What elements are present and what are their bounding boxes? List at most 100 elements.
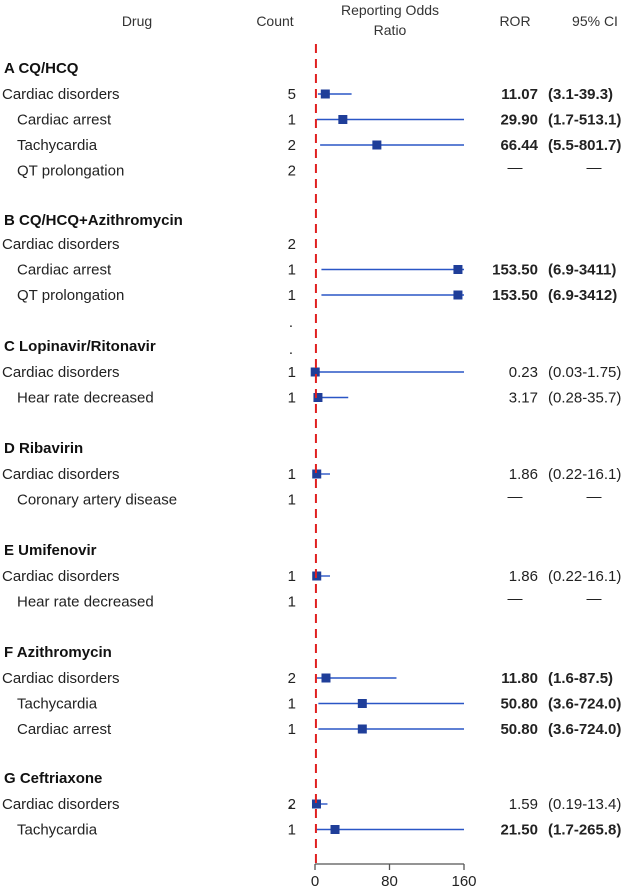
row-label: Cardiac arrest — [17, 262, 112, 279]
row-label: Coronary artery disease — [17, 492, 177, 509]
estimate-marker — [357, 724, 367, 734]
row-ci: (1.6-87.5) — [548, 670, 613, 687]
group-title: G Ceftriaxone — [4, 770, 102, 787]
x-tick-label: 0 — [311, 873, 319, 890]
rows-layer: A CQ/HCQ Cardiac disorders 5 11.07 (3.1-39.3… — [2, 60, 621, 839]
row-ci: — — [587, 489, 602, 506]
group-title: A CQ/HCQ — [4, 60, 79, 77]
header-drug: Drug — [122, 13, 152, 29]
row-label: Cardiac disorders — [2, 364, 120, 381]
row-label: Cardiac disorders — [2, 466, 120, 483]
row-count: 1 — [288, 721, 296, 738]
row-ror: 11.07 — [501, 86, 538, 103]
group-title: F Azithromycin — [4, 644, 112, 661]
row-count: 5 — [288, 86, 296, 103]
row-ror: 3.17 — [509, 390, 538, 407]
x-axis-ticks: 0 80 160 — [311, 864, 477, 890]
row-label: Cardiac arrest — [17, 112, 112, 129]
row-ror: — — [508, 160, 523, 177]
estimate-marker — [453, 265, 463, 274]
row-label: Cardiac disorders — [2, 670, 120, 687]
row-count: 1 — [288, 696, 296, 713]
stray-mark: . — [289, 341, 293, 358]
row-ci: (5.5-801.7) — [548, 137, 621, 154]
row-ror: 0.23 — [509, 364, 538, 381]
row-ci: (3.6-724.0) — [548, 696, 621, 713]
group-title: C Lopinavir/Ritonavir — [4, 338, 156, 355]
estimate-marker — [320, 89, 330, 99]
row-count: 1 — [288, 364, 296, 381]
row-count: 1 — [288, 568, 296, 585]
row-ror: 1.59 — [509, 796, 538, 813]
row-ci: (3.1-39.3) — [548, 86, 613, 103]
estimate-marker — [321, 673, 331, 683]
row-ci: — — [587, 160, 602, 177]
row-ror: — — [508, 591, 523, 608]
group-title: B CQ/HCQ+Azithromycin — [4, 212, 183, 229]
header-plot-line1: Reporting Odds — [341, 2, 439, 18]
x-tick-label: 80 — [381, 873, 398, 890]
row-label: Cardiac disorders — [2, 86, 120, 103]
header-ci: 95% CI — [572, 13, 618, 29]
row-count: 1 — [288, 594, 296, 611]
row-label: Cardiac disorders — [2, 796, 120, 813]
row-ci: (0.22-16.1) — [548, 466, 621, 483]
estimate-marker — [330, 825, 340, 834]
row-ror: 50.80 — [500, 696, 538, 713]
row-ci: (6.9-3412) — [548, 287, 617, 304]
estimate-marker — [313, 393, 323, 402]
row-ror: 1.86 — [509, 568, 538, 585]
row-count: 1 — [288, 262, 296, 279]
row-count: 1 — [288, 466, 296, 483]
estimate-marker — [372, 140, 382, 150]
row-label: Cardiac disorders — [2, 568, 120, 585]
row-label: Cardiac disorders — [2, 236, 120, 253]
row-label: Hear rate decreased — [17, 594, 154, 611]
row-count: 2 — [288, 163, 296, 180]
row-ci: (1.7-265.8) — [548, 822, 621, 839]
row-label: Tachycardia — [17, 137, 98, 154]
row-label: QT prolongation — [17, 163, 124, 180]
row-label: Hear rate decreased — [17, 390, 154, 407]
estimate-marker — [310, 367, 320, 377]
row-ci: (3.6-724.0) — [548, 721, 621, 738]
row-count: 2 — [288, 137, 296, 154]
stray-mark: . — [289, 795, 293, 812]
row-ci: (0.03-1.75) — [548, 364, 621, 381]
row-count: 2 — [288, 236, 296, 253]
row-label: Tachycardia — [17, 696, 98, 713]
header-plot-line2: Ratio — [374, 22, 407, 38]
row-label: Tachycardia — [17, 822, 98, 839]
row-ror: 11.80 — [501, 670, 538, 687]
row-ci: — — [587, 591, 602, 608]
row-ror: 50.80 — [500, 721, 538, 738]
estimate-marker — [453, 290, 463, 300]
estimate-marker — [312, 469, 322, 479]
row-label: QT prolongation — [17, 287, 124, 304]
row-count: 1 — [288, 287, 296, 304]
row-ci: (6.9-3411) — [548, 262, 616, 279]
row-ci: (0.28-35.7) — [548, 390, 621, 407]
row-count: 2 — [288, 796, 296, 813]
group-title: E Umifenovir — [4, 542, 97, 559]
row-ci: (0.19-13.4) — [548, 796, 621, 813]
row-ror: 153.50 — [492, 287, 538, 304]
row-ci: (0.22-16.1) — [548, 568, 621, 585]
row-count: 1 — [288, 390, 296, 407]
group-title: D Ribavirin — [4, 440, 83, 457]
x-tick-label: 160 — [451, 873, 476, 890]
estimate-marker — [311, 799, 321, 809]
row-ror: 1.86 — [509, 466, 538, 483]
row-count: 2 — [288, 670, 296, 687]
row-count: 1 — [288, 822, 296, 839]
row-ror: 29.90 — [500, 112, 538, 129]
row-ror: 66.44 — [500, 137, 538, 154]
row-count: 1 — [288, 492, 296, 509]
stray-mark: . — [289, 314, 293, 331]
marks-layer — [310, 89, 464, 834]
row-ci: (1.7-513.1) — [548, 112, 621, 129]
header-ror: ROR — [499, 13, 530, 29]
row-count: 1 — [288, 112, 296, 129]
estimate-marker — [357, 699, 367, 708]
